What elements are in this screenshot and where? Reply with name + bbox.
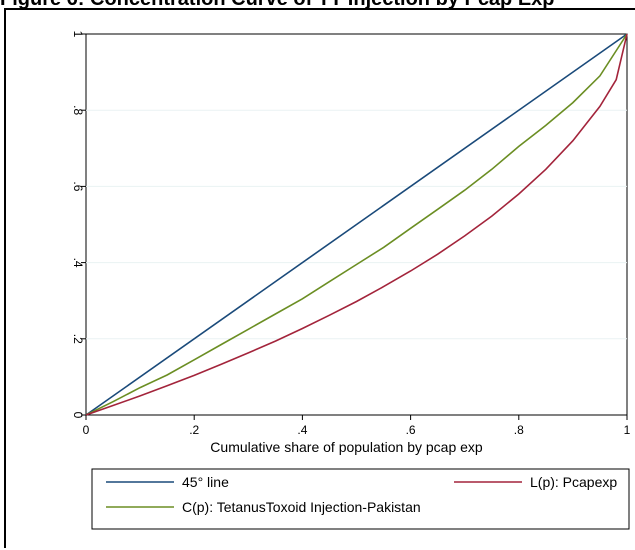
legend-label: C(p): TetanusToxoid Injection-Pakistan <box>182 499 421 515</box>
series-line-2 <box>85 33 628 416</box>
legend-label: L(p): Pcapexp <box>530 474 617 490</box>
y-axis-ticks: 0 .2 .4 .6 .8 1 <box>71 31 86 419</box>
legend-box <box>91 468 630 530</box>
y-tick-label: .6 <box>71 181 85 191</box>
figure-title: Figure 6: Concentration Curve of TT Inje… <box>0 0 635 12</box>
y-tick-label: 0 <box>71 412 85 419</box>
concentration-curve-chart: 0 .2 .4 .6 .8 1 0 .2 .4 .6 .8 1 Cumulative share o… <box>6 10 635 550</box>
x-tick-label: .2 <box>189 423 199 437</box>
y-tick-label: .8 <box>71 105 85 115</box>
x-axis-ticks: 0 .2 .4 .6 .8 1 <box>83 415 631 437</box>
x-axis-title: Cumulative share of population by pcap e… <box>210 439 483 455</box>
y-tick-label: .4 <box>71 258 85 268</box>
series-line-1 <box>85 33 628 416</box>
y-tick-label: .2 <box>71 334 85 344</box>
legend: 45° line L(p): Pcapexp C(p): TetanusToxoid… <box>91 468 630 530</box>
x-tick-label: 0 <box>83 423 90 437</box>
x-tick-label: 1 <box>624 423 631 437</box>
series-line-0 <box>85 33 628 416</box>
y-tick-label: 1 <box>71 31 85 38</box>
chart-frame: 0 .2 .4 .6 .8 1 0 .2 .4 .6 .8 1 Cumulative share o… <box>4 8 635 550</box>
legend-label: 45° line <box>182 474 229 490</box>
series-layer <box>85 33 628 416</box>
x-tick-label: .6 <box>406 423 416 437</box>
x-tick-label: .4 <box>297 423 307 437</box>
gridlines <box>86 109 627 340</box>
x-tick-label: .8 <box>514 423 524 437</box>
